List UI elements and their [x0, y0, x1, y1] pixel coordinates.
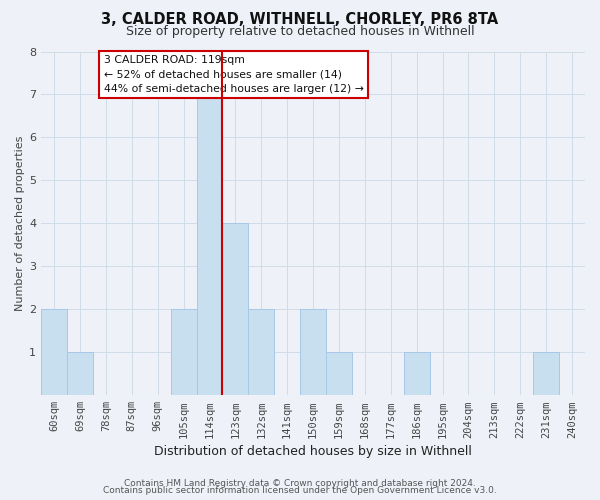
Bar — [326, 352, 352, 395]
Bar — [223, 224, 248, 395]
Y-axis label: Number of detached properties: Number of detached properties — [15, 136, 25, 311]
Bar — [404, 352, 430, 395]
Bar — [248, 310, 274, 395]
X-axis label: Distribution of detached houses by size in Withnell: Distribution of detached houses by size … — [154, 444, 472, 458]
Text: Contains HM Land Registry data © Crown copyright and database right 2024.: Contains HM Land Registry data © Crown c… — [124, 478, 476, 488]
Bar — [533, 352, 559, 395]
Bar — [170, 310, 197, 395]
Bar — [67, 352, 93, 395]
Bar — [41, 310, 67, 395]
Text: 3 CALDER ROAD: 119sqm
← 52% of detached houses are smaller (14)
44% of semi-deta: 3 CALDER ROAD: 119sqm ← 52% of detached … — [104, 55, 364, 94]
Text: Contains public sector information licensed under the Open Government Licence v3: Contains public sector information licen… — [103, 486, 497, 495]
Text: 3, CALDER ROAD, WITHNELL, CHORLEY, PR6 8TA: 3, CALDER ROAD, WITHNELL, CHORLEY, PR6 8… — [101, 12, 499, 28]
Text: Size of property relative to detached houses in Withnell: Size of property relative to detached ho… — [125, 25, 475, 38]
Bar — [300, 310, 326, 395]
Bar — [197, 94, 223, 395]
